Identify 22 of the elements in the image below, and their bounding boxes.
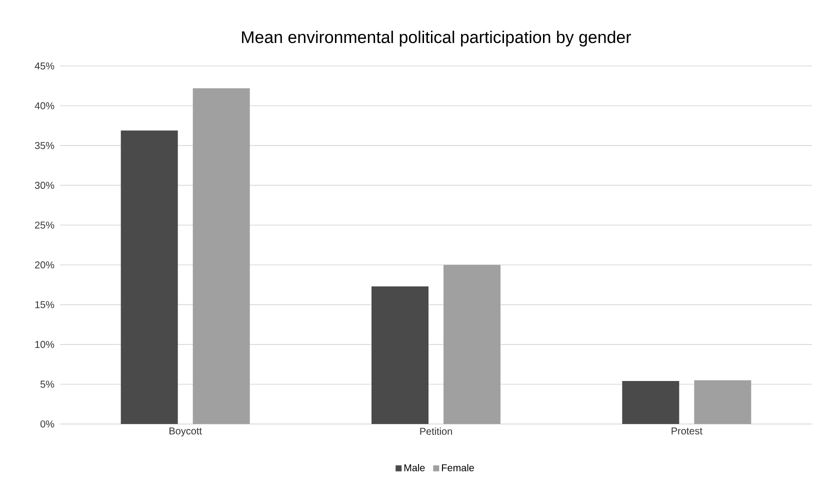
y-tick-label: 5% xyxy=(40,380,54,388)
legend-label: Male xyxy=(404,464,425,472)
bar xyxy=(372,286,429,424)
y-tick-label: 25% xyxy=(35,222,54,229)
y-tick-label: 10% xyxy=(35,340,54,348)
bar xyxy=(444,264,501,424)
bar xyxy=(120,130,178,424)
bar xyxy=(192,88,250,424)
y-tick-label: 30% xyxy=(34,182,54,189)
y-tick-label: 20% xyxy=(35,261,54,268)
bar xyxy=(694,380,752,424)
bar xyxy=(622,381,680,424)
chart-title: Mean environmental political participation by gender xyxy=(242,30,631,46)
y-tick-label: 15% xyxy=(35,301,54,308)
x-tick-label: Boycott xyxy=(170,428,202,436)
x-tick-label: Petition xyxy=(420,428,452,435)
x-tick-label: Protest xyxy=(672,428,702,434)
y-tick-label: 45% xyxy=(34,62,54,70)
y-tick-label: 40% xyxy=(34,102,54,110)
y-tick-label: 0% xyxy=(40,420,54,428)
y-tick-label: 35% xyxy=(34,142,54,150)
legend-label: Female xyxy=(442,464,474,472)
